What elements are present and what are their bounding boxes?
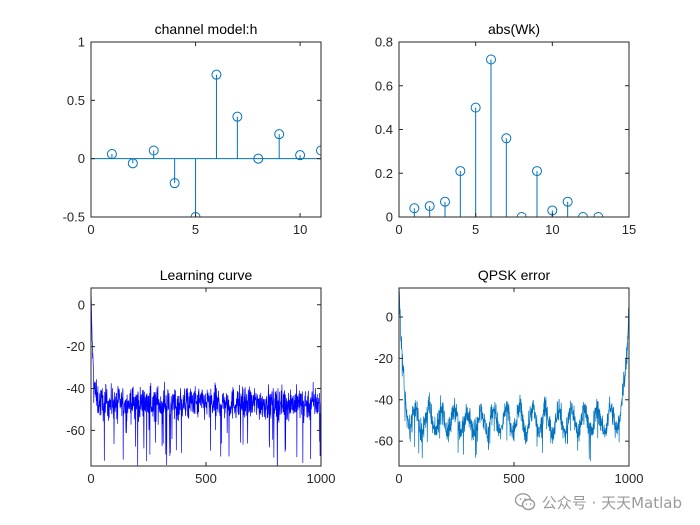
stem-marker [127, 158, 138, 169]
x-tick-label: 5 [472, 222, 479, 237]
x-tick-label: 1000 [615, 471, 644, 486]
y-tick-label: 0 [386, 309, 393, 324]
stem-marker [211, 69, 222, 80]
chart-title: channel model:h [155, 21, 258, 37]
stem-marker [455, 166, 466, 177]
y-tick-label: -60 [66, 423, 85, 438]
stem-marker [516, 212, 527, 217]
y-tick-label: 0 [78, 297, 85, 312]
stem-marker [562, 196, 573, 207]
x-tick-label: 1000 [307, 471, 336, 486]
y-tick-label: -20 [374, 351, 393, 366]
stem-marker [106, 149, 117, 159]
x-tick-label: 0 [395, 471, 402, 486]
y-tick-label: 0.4 [375, 122, 393, 137]
stem-marker [253, 153, 264, 164]
y-tick-label: 0 [78, 151, 85, 166]
x-tick-label: 5 [192, 222, 199, 237]
series-line [91, 296, 321, 466]
x-tick-label: 0 [395, 222, 402, 237]
axes-box [90, 41, 322, 218]
x-tick-label: 0 [87, 471, 94, 486]
x-tick-label: 0 [87, 222, 94, 237]
y-tick-label: 0.2 [375, 166, 393, 181]
stem-marker [486, 54, 496, 65]
y-tick-label: 0 [386, 210, 393, 225]
stem-marker [409, 203, 420, 214]
y-tick-label: 0.6 [375, 78, 393, 93]
y-tick-label: -40 [374, 392, 393, 407]
stem-marker [169, 178, 180, 189]
y-tick-label: 0.8 [375, 35, 393, 50]
stem-marker [470, 102, 481, 113]
stem-marker [295, 150, 306, 161]
watermark: 公众号 · 天天Matlab [514, 491, 682, 513]
y-tick-label: -60 [374, 434, 393, 449]
plot-area [91, 69, 321, 217]
subplot-3: 0 500 1000 -60 -40 -20 0 Learning curve [66, 267, 335, 486]
x-tick-label: 10 [293, 222, 307, 237]
stem-marker [578, 212, 588, 217]
wechat-icon [514, 493, 535, 511]
y-tick-label: -20 [66, 339, 85, 354]
x-tick-label: 15 [622, 222, 636, 237]
stem-marker [148, 145, 159, 156]
y-tick-label: 1 [78, 35, 85, 50]
stem-marker [316, 145, 321, 156]
y-tick-label: -40 [66, 381, 85, 396]
watermark-text: 公众号 · 天天Matlab [541, 493, 682, 512]
stem-marker [190, 212, 201, 217]
x-tick-label: 500 [503, 471, 525, 486]
plot-area [399, 289, 629, 462]
stem-marker [232, 111, 243, 122]
stem-marker [532, 166, 542, 177]
stem-marker [424, 201, 435, 212]
stem-marker [593, 212, 604, 217]
chart-title: QPSK error [478, 267, 551, 283]
y-tick-label: -0.5 [63, 210, 85, 225]
plot-area [91, 296, 321, 466]
axes-box [398, 41, 630, 218]
plot-area [399, 54, 629, 217]
subplot-4: 0 500 1000 -60 -40 -20 0 QPSK error [374, 267, 643, 486]
stem-marker [501, 133, 512, 144]
stem-marker [274, 129, 285, 140]
x-tick-label: 500 [195, 471, 217, 486]
chart-title: Learning curve [160, 267, 253, 283]
y-tick-label: 0.5 [67, 93, 85, 108]
subplot-2: 0 5 10 15 0 0.2 0.4 0.6 0.8 abs(Wk) [375, 21, 636, 237]
chart-title: abs(Wk) [488, 21, 540, 37]
stem-marker [440, 196, 450, 207]
axes-box [90, 287, 322, 467]
series-line [399, 289, 629, 462]
x-tick-label: 10 [545, 222, 559, 237]
